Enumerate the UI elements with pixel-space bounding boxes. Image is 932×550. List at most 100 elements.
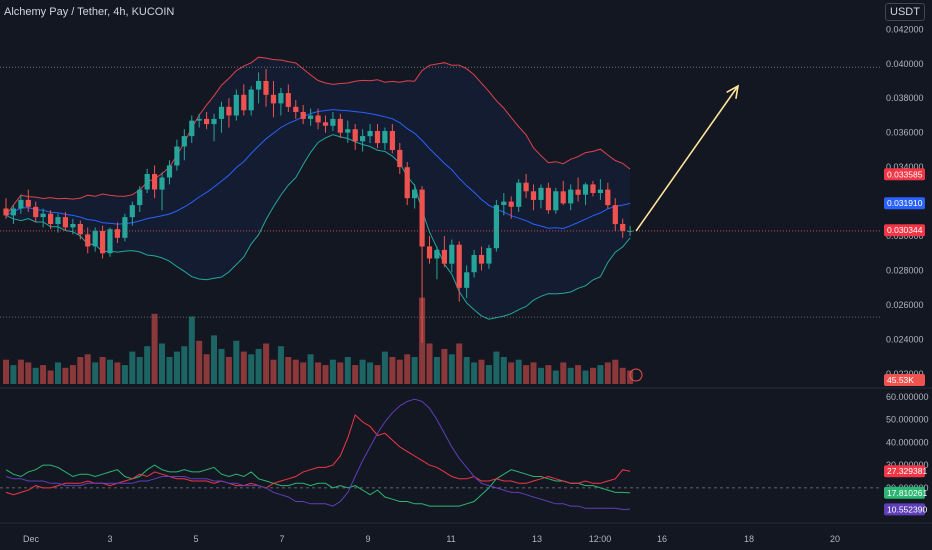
volume-bar [129,351,136,384]
candle-body [456,244,462,288]
volume-bar [25,362,32,384]
oscillator-line [5,464,631,507]
value-badges: 0.033585 0.031910 0.030344 45.53K 27.329381 1… [629,168,927,516]
symbol-title: Alchemy Pay / Tether, 4h, KUCOIN [4,6,175,18]
candle-body [441,249,447,264]
volume-bar [478,359,485,384]
candle-body [300,112,306,119]
volume-bar [10,365,17,384]
candle-body [241,94,247,111]
volume-bar [77,357,84,384]
volume-bar [597,365,604,384]
candle-body [404,167,410,199]
volume-bar [233,340,240,384]
volume-bar [151,313,158,384]
candle-body [211,118,217,125]
candle-body [189,120,195,137]
candle-body [285,93,291,107]
candle-body [33,206,39,218]
candle-body [419,189,425,247]
candle-body [560,191,566,204]
candle-body [196,118,202,121]
candle-body [612,205,618,225]
candle-body [233,94,239,116]
candle-body [397,149,403,168]
candle-body [10,208,16,216]
candle-body [218,106,225,119]
candle-body [568,189,574,204]
volume-bar [47,370,54,384]
candle-body [48,213,54,224]
volume-bar [315,362,322,384]
volume-bar [218,348,225,384]
volume-bar [225,357,232,384]
candle-body [62,217,68,228]
candle-body [293,106,299,112]
volume-bar [396,359,403,384]
volume-bar [575,365,582,384]
volume-bar [114,362,121,384]
volume-bar [17,359,24,384]
candle-body [315,115,321,123]
candle-body [337,118,343,133]
volume-bar [32,367,39,384]
price-tick-label: 0.022000 [886,369,924,379]
time-tick-label: 13 [532,534,542,544]
candle-body [270,94,277,104]
time-tick-label: 5 [193,534,198,544]
volume-bar [582,370,589,384]
volume-bar [500,357,507,384]
candle-body [434,249,440,259]
oscillator-line [5,398,631,511]
volume-bar [456,343,463,384]
candle-body [322,122,329,126]
price-badge: 0.033585 [887,169,923,179]
candle-body [493,205,499,249]
price-tick-label: 0.036000 [886,128,924,138]
candle-body [590,184,596,193]
candle-body [449,244,455,264]
price-axis[interactable]: 0.042000 0.040000 0.038000 0.036000 0.034000… [886,24,929,493]
volume-bar [173,351,180,384]
volume-bar [530,362,537,384]
candle-body [100,230,106,254]
volume-bar [3,359,9,384]
price-tick-label: 0.024000 [886,335,924,345]
price-tick-label: 0.038000 [886,93,924,103]
candle-body [620,224,626,231]
price-tick-label: 0.034000 [886,162,924,172]
candle-body [516,182,522,207]
oscillator-tick-label: 50.000000 [886,415,929,425]
time-tick-label: 3 [107,534,112,544]
volume-bar [121,365,128,384]
candle-body [137,189,143,206]
candle-body [70,224,76,228]
volume-bar [285,357,292,384]
candle-body [545,187,551,211]
candle-body [55,217,61,224]
volume-bar [159,343,165,384]
price-badge: 0.030344 [887,225,923,235]
volume-bar [619,367,626,384]
volume-bar [40,365,47,384]
candle-body [389,131,395,150]
currency-button[interactable]: USDT [885,3,925,21]
volume-bar [567,367,574,384]
volume-bar [441,348,448,384]
time-axis[interactable]: Dec 3 5 7 9 11 13 12:00 16 18 20 [23,534,840,544]
candle-body [426,246,433,259]
volume-bars [3,297,634,384]
volume-bar [277,346,284,384]
candle-body [374,131,381,144]
candle-body [114,229,120,238]
time-tick-label: 20 [830,534,840,544]
candle-body [122,217,128,238]
volume-bar [359,359,366,384]
candle-body [367,131,373,137]
candle-body [478,255,485,264]
volume-bar [203,354,210,384]
candlesticks [3,68,633,343]
candle-body [538,187,544,200]
price-badge: 0.031910 [887,198,923,208]
volume-bar [433,357,440,384]
